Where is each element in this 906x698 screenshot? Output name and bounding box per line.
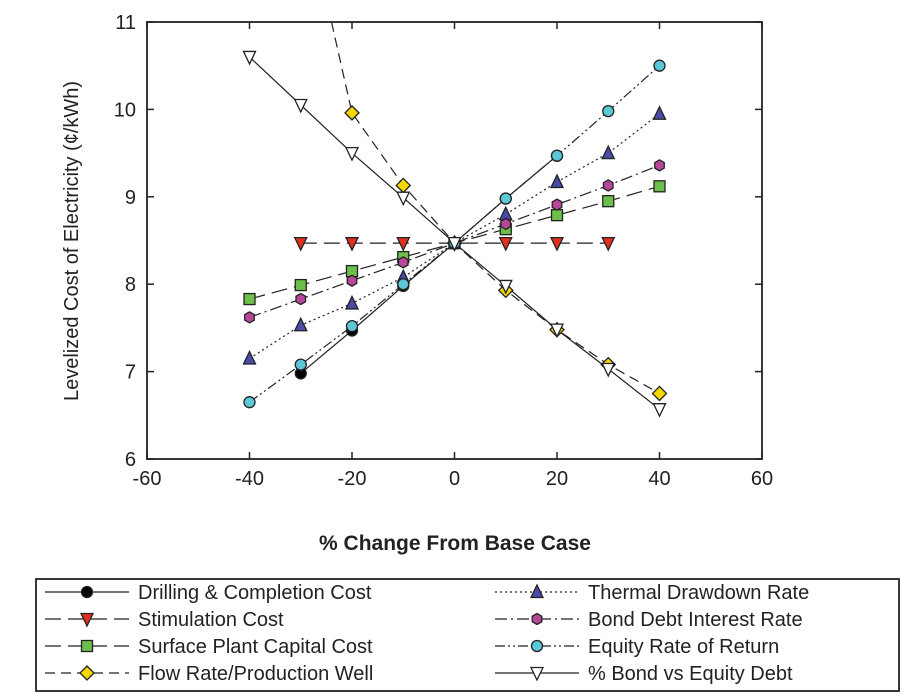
markers-layer <box>242 50 668 418</box>
data-point-thermal-drawdown-rate <box>242 349 257 365</box>
legend-marker-stimulation-cost <box>79 612 95 628</box>
data-point-stimulation-cost <box>344 236 360 252</box>
legend-marker-flow-rate-production-well <box>79 665 95 681</box>
data-point-bond-vs-equity-debt <box>549 323 565 339</box>
legend-label-bond-vs-equity-debt: % Bond vs Equity Debt <box>588 663 793 685</box>
data-point-bond-debt-interest-rate <box>654 159 665 172</box>
data-point-flow-rate-production-well <box>395 177 412 194</box>
data-point-surface-plant-capital-cost <box>243 292 256 306</box>
data-point-bond-vs-equity-debt <box>498 279 513 295</box>
legend-marker-bond-debt-interest-rate <box>531 612 543 626</box>
x-tick-label: -40 <box>235 468 264 490</box>
axes: -60 -40 -20 0 20 40 60 6 7 8 9 10 11 <box>114 12 773 490</box>
data-point-equity-rate-of-return <box>602 104 615 118</box>
series-layer <box>249 22 660 410</box>
data-point-thermal-drawdown-rate <box>344 294 360 310</box>
data-point-surface-plant-capital-cost <box>653 180 666 193</box>
data-point-bond-debt-interest-rate <box>244 311 255 324</box>
data-point-thermal-drawdown-rate <box>293 316 308 332</box>
data-point-bond-vs-equity-debt <box>396 191 411 207</box>
data-point-bond-debt-interest-rate <box>551 198 563 211</box>
series-line-bond-debt-interest-rate <box>249 164 660 318</box>
legend-label-drilling-completion-cost: Drilling & Completion Cost <box>138 582 372 604</box>
data-point-bond-vs-equity-debt <box>242 50 257 66</box>
legend-label-stimulation-cost: Stimulation Cost <box>138 609 284 631</box>
x-tick-label: -20 <box>338 468 367 490</box>
x-tick-label: 0 <box>449 468 460 490</box>
data-point-surface-plant-capital-cost <box>550 209 564 222</box>
data-point-bond-vs-equity-debt <box>447 236 462 252</box>
data-point-bond-debt-interest-rate <box>346 274 358 287</box>
data-point-equity-rate-of-return <box>294 358 307 371</box>
data-point-stimulation-cost <box>293 236 308 252</box>
y-tick-label: 10 <box>114 99 136 121</box>
legend-label-flow-rate-production-well: Flow Rate/Production Well <box>138 663 373 685</box>
legend-box <box>35 578 900 692</box>
data-point-surface-plant-capital-cost <box>294 278 307 292</box>
data-point-equity-rate-of-return <box>550 149 564 162</box>
data-point-bond-debt-interest-rate <box>295 292 307 306</box>
data-point-bond-vs-equity-debt <box>293 98 308 114</box>
data-point-bond-debt-interest-rate <box>397 256 409 269</box>
y-axis-label: Levelized Cost of Electricity (¢/kWh) <box>61 81 83 401</box>
data-point-equity-rate-of-return <box>653 59 666 72</box>
series-line-equity-rate-of-return <box>249 65 660 403</box>
y-tick-label: 9 <box>125 187 136 209</box>
x-tick-label: 40 <box>648 468 670 490</box>
data-point-equity-rate-of-return <box>345 320 359 333</box>
data-point-thermal-drawdown-rate <box>549 173 565 189</box>
legend-label-surface-plant-capital-cost: Surface Plant Capital Cost <box>138 636 373 658</box>
data-point-equity-rate-of-return <box>397 278 410 291</box>
data-point-bond-debt-interest-rate <box>500 217 512 231</box>
series-line-drilling-completion-cost <box>300 155 558 374</box>
data-point-bond-vs-equity-debt <box>652 403 667 418</box>
data-point-bond-vs-equity-debt <box>344 146 360 162</box>
data-point-flow-rate-production-well <box>344 104 360 121</box>
legend-label-equity-rate-of-return: Equity Rate of Return <box>588 636 779 658</box>
data-point-bond-vs-equity-debt <box>601 362 616 378</box>
legend-marker-drilling-completion-cost <box>80 585 94 599</box>
y-tick-label: 11 <box>115 12 136 34</box>
data-point-flow-rate-production-well <box>651 385 668 402</box>
legend-marker-thermal-drawdown-rate <box>529 583 545 599</box>
y-tick-label: 8 <box>125 274 136 296</box>
series-line-flow-rate-production-well <box>330 22 660 394</box>
legend-marker-equity-rate-of-return <box>530 639 544 653</box>
data-point-stimulation-cost <box>498 236 513 252</box>
legend-label-bond-debt-interest-rate: Bond Debt Interest Rate <box>588 609 803 631</box>
x-tick-label: 60 <box>751 468 773 490</box>
legend: Drilling & Completion Cost Stimulation Co… <box>35 578 900 692</box>
y-tick-label: 7 <box>125 362 136 384</box>
data-point-thermal-drawdown-rate <box>601 144 616 160</box>
data-point-stimulation-cost <box>549 236 565 252</box>
legend-marker-surface-plant-capital-cost <box>80 639 94 653</box>
data-point-stimulation-cost <box>601 236 616 252</box>
x-tick-label: -60 <box>133 468 162 490</box>
x-tick-label: 20 <box>546 468 568 490</box>
x-axis-label: % Change From Base Case <box>319 532 591 555</box>
data-point-surface-plant-capital-cost <box>602 195 615 208</box>
data-point-bond-debt-interest-rate <box>602 179 614 192</box>
data-point-equity-rate-of-return <box>499 192 512 205</box>
y-tick-label: 6 <box>125 449 136 471</box>
legend-label-thermal-drawdown-rate: Thermal Drawdown Rate <box>588 582 809 604</box>
data-point-stimulation-cost <box>396 236 411 252</box>
legend-marker-bond-vs-equity-debt <box>529 666 545 682</box>
data-point-thermal-drawdown-rate <box>652 105 667 120</box>
data-point-equity-rate-of-return <box>243 396 256 409</box>
